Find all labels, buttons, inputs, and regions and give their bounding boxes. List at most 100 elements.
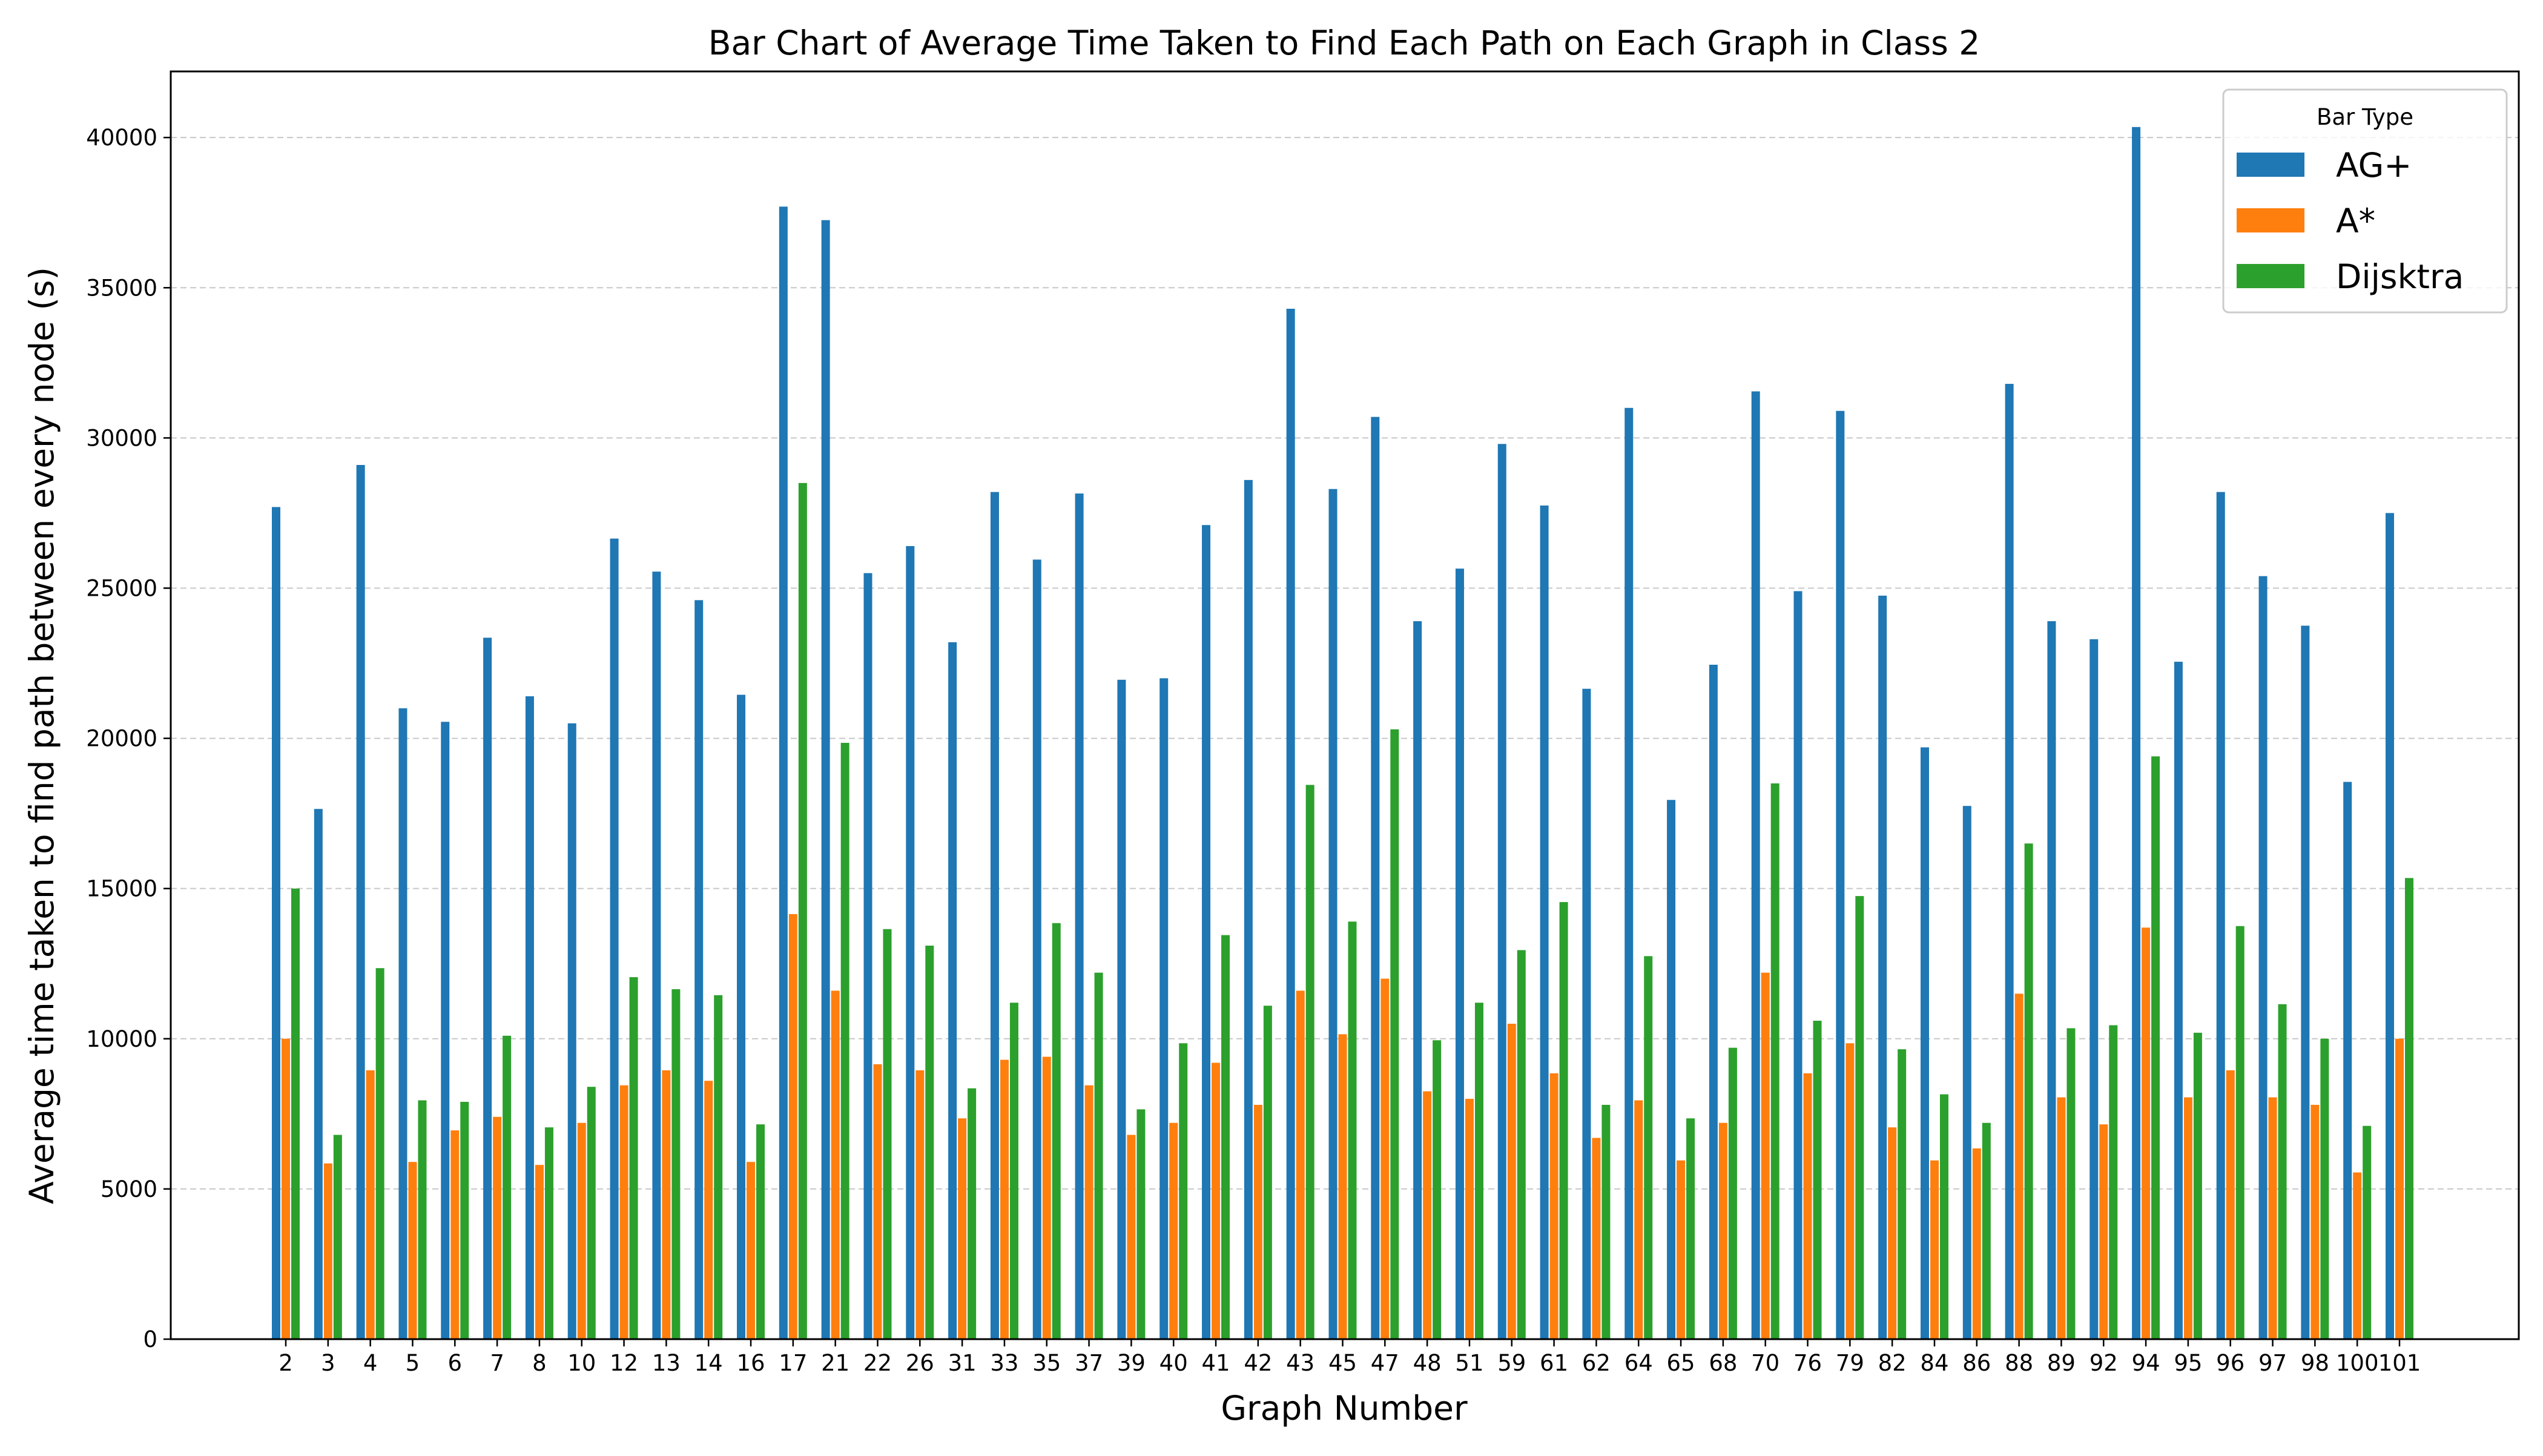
bar-Dijsktra-40 — [1179, 1043, 1188, 1339]
bar-AG+-97 — [2258, 576, 2268, 1339]
bar-A*-41 — [1212, 1062, 1221, 1339]
bar-A*-95 — [2183, 1097, 2192, 1339]
bar-Dijsktra-98 — [2320, 1038, 2329, 1339]
bar-A*-86 — [1972, 1148, 1981, 1339]
bar-A*-84 — [1930, 1160, 1939, 1339]
bar-Dijsktra-5 — [418, 1100, 427, 1339]
x-tick-label: 21 — [821, 1350, 849, 1376]
bar-A*-2 — [282, 1038, 290, 1339]
y-tick-label: 15000 — [86, 876, 157, 902]
bar-A*-8 — [535, 1165, 544, 1339]
x-tick-label: 65 — [1667, 1350, 1695, 1376]
bar-Dijsktra-8 — [544, 1127, 553, 1339]
legend-swatch-A* — [2237, 208, 2304, 232]
bar-AG+-92 — [2089, 639, 2099, 1339]
bar-A*-12 — [619, 1085, 628, 1339]
bar-AG+-88 — [2005, 384, 2014, 1339]
bar-AG+-68 — [1709, 665, 1718, 1339]
bar-Dijsktra-97 — [2278, 1004, 2287, 1339]
bar-AG+-21 — [821, 220, 830, 1339]
bar-A*-94 — [2142, 927, 2151, 1339]
x-tick-label: 40 — [1159, 1350, 1188, 1376]
x-tick-label: 95 — [2174, 1350, 2202, 1376]
bar-Dijsktra-48 — [1433, 1040, 1442, 1339]
x-tick-label: 22 — [863, 1350, 892, 1376]
bar-AG+-13 — [652, 572, 661, 1339]
bar-Dijsktra-39 — [1136, 1109, 1146, 1339]
y-axis-title: Average time taken to find path between … — [22, 267, 61, 1204]
bar-A*-35 — [1042, 1056, 1051, 1339]
bar-A*-45 — [1338, 1034, 1347, 1339]
x-tick-label: 94 — [2132, 1350, 2160, 1376]
x-tick-label: 86 — [1962, 1350, 1991, 1376]
bar-Dijsktra-26 — [925, 945, 934, 1339]
bar-Dijsktra-47 — [1390, 729, 1399, 1339]
bar-A*-31 — [958, 1118, 967, 1339]
bar-AG+-22 — [863, 573, 872, 1340]
x-tick-label: 16 — [736, 1350, 765, 1376]
bar-Dijsktra-95 — [2193, 1032, 2202, 1339]
bar-Dijsktra-12 — [629, 977, 638, 1339]
bar-Dijsktra-14 — [714, 995, 723, 1339]
bar-AG+-12 — [610, 538, 619, 1339]
x-tick-label: 17 — [779, 1350, 807, 1376]
x-tick-label: 35 — [1032, 1350, 1061, 1376]
y-tick-label: 10000 — [86, 1026, 157, 1052]
bar-A*-97 — [2268, 1097, 2277, 1339]
x-tick-label: 97 — [2258, 1350, 2287, 1376]
bar-AG+-89 — [2047, 621, 2056, 1339]
x-tick-label: 82 — [1878, 1350, 1907, 1376]
bar-A*-64 — [1634, 1100, 1643, 1339]
bar-AG+-33 — [990, 492, 999, 1340]
x-tick-label: 10 — [567, 1350, 596, 1376]
bar-A*-16 — [747, 1162, 756, 1339]
x-tick-label: 26 — [906, 1350, 934, 1376]
bar-A*-101 — [2395, 1038, 2404, 1339]
x-tick-label: 92 — [2089, 1350, 2118, 1376]
legend-box — [2222, 88, 2508, 314]
x-tick-label: 47 — [1371, 1350, 1399, 1376]
y-axis-ticks: 0 5000 10000 15000 20000 25000 30000 35000 40000 — [86, 125, 171, 1352]
bar-Dijsktra-70 — [1770, 783, 1779, 1339]
bar-A*-17 — [788, 914, 797, 1339]
bar-Dijsktra-84 — [1939, 1094, 1948, 1339]
bar-A*-39 — [1127, 1135, 1136, 1339]
bar-A*-76 — [1803, 1073, 1812, 1339]
plot-frame — [170, 70, 2520, 1340]
x-tick-label: 6 — [448, 1350, 463, 1376]
bar-AG+-26 — [906, 546, 915, 1339]
bar-AG+-31 — [948, 642, 957, 1339]
y-tick-label: 20000 — [86, 726, 157, 752]
x-tick-label: 64 — [1624, 1350, 1653, 1376]
legend: Bar Type AG+ A* Dijsktra — [2222, 88, 2508, 314]
bar-AG+-42 — [1244, 479, 1253, 1339]
bar-Dijsktra-22 — [883, 929, 892, 1339]
x-tick-label: 3 — [321, 1350, 335, 1376]
bar-Dijsktra-94 — [2151, 756, 2160, 1339]
bar-AG+-96 — [2216, 492, 2225, 1340]
x-tick-label: 5 — [406, 1350, 420, 1376]
x-tick-label: 59 — [1497, 1350, 1526, 1376]
bar-Dijsktra-31 — [968, 1088, 977, 1339]
bar-Dijsktra-45 — [1348, 921, 1357, 1339]
bar-Dijsktra-13 — [671, 989, 681, 1339]
bar-A*-100 — [2353, 1172, 2362, 1339]
bar-Dijsktra-68 — [1728, 1047, 1737, 1339]
x-tick-label: 8 — [532, 1350, 547, 1376]
bar-Dijsktra-4 — [375, 968, 384, 1339]
bar-AG+-2 — [272, 507, 280, 1339]
bar-Dijsktra-6 — [460, 1101, 469, 1339]
bar-Dijsktra-7 — [503, 1035, 512, 1339]
x-tick-label: 37 — [1075, 1350, 1103, 1376]
bar-AG+-6 — [441, 722, 450, 1339]
x-tick-label: 45 — [1328, 1350, 1357, 1376]
bar-AG+-16 — [737, 694, 746, 1339]
bar-A*-13 — [662, 1070, 671, 1339]
bar-Dijsktra-96 — [2235, 926, 2245, 1339]
x-tick-label: 76 — [1793, 1350, 1822, 1376]
x-tick-label: 39 — [1117, 1350, 1146, 1376]
bar-A*-47 — [1380, 978, 1390, 1339]
bar-A*-88 — [2014, 993, 2024, 1339]
